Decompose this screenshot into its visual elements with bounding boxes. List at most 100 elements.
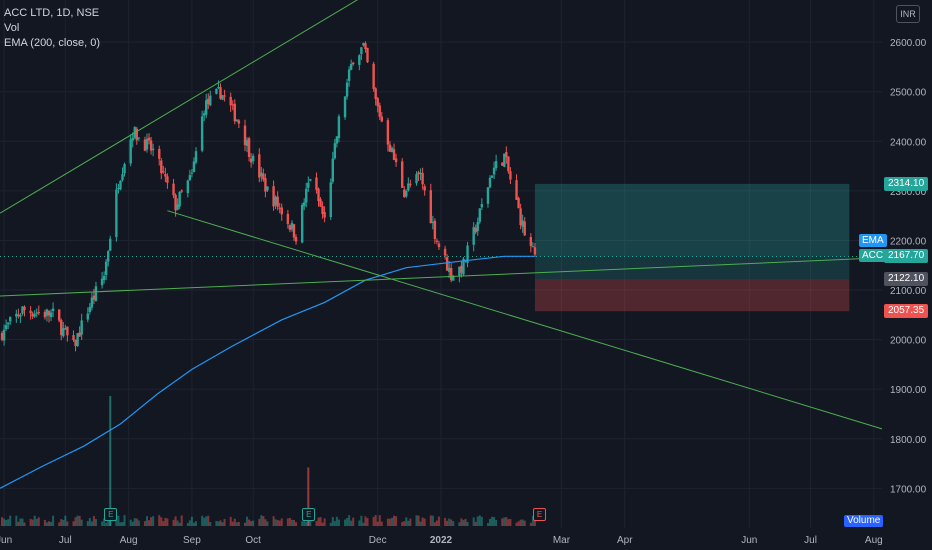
volume-bar bbox=[480, 516, 483, 526]
candle-body bbox=[229, 96, 232, 106]
volume-bar bbox=[23, 522, 26, 526]
candle-body bbox=[51, 308, 55, 311]
candle-body bbox=[521, 220, 524, 227]
candle-body bbox=[347, 69, 351, 81]
price-tick-label: 2400.00 bbox=[890, 137, 927, 148]
candle-body bbox=[390, 147, 394, 153]
volume-bar bbox=[76, 515, 79, 526]
volume-bar bbox=[529, 522, 532, 526]
volume-bar bbox=[337, 519, 340, 526]
volume-bar bbox=[7, 519, 10, 526]
volume-bar bbox=[395, 516, 398, 526]
volume-bar bbox=[190, 516, 193, 526]
candle-body bbox=[88, 306, 92, 313]
volume-bar bbox=[376, 521, 379, 526]
grid-lines bbox=[0, 0, 882, 528]
volume-bar bbox=[286, 518, 289, 526]
candle-body bbox=[2, 329, 6, 341]
candle-body bbox=[319, 199, 322, 207]
volume-bar bbox=[358, 520, 361, 526]
candle-body bbox=[58, 309, 61, 321]
candle-body bbox=[292, 224, 296, 238]
candle-body bbox=[243, 125, 247, 146]
volume-bar bbox=[329, 522, 332, 526]
volume-bar bbox=[123, 515, 126, 526]
candle-body bbox=[307, 182, 310, 188]
volume-bar bbox=[507, 519, 510, 526]
candle-body bbox=[72, 335, 75, 341]
candle-body bbox=[262, 173, 265, 180]
volume-indicator-label[interactable]: Vol bbox=[4, 22, 20, 34]
candle-body bbox=[433, 220, 437, 240]
volume-bar bbox=[5, 520, 8, 526]
volume-bar bbox=[160, 517, 163, 526]
candle-body bbox=[445, 257, 449, 271]
ema-200-line bbox=[0, 255, 535, 489]
volume-bar bbox=[60, 519, 63, 526]
candle-body bbox=[45, 309, 49, 316]
time-tick-label: Mar bbox=[553, 535, 571, 546]
candle-body bbox=[0, 332, 4, 340]
symbol-title[interactable]: ACC LTD, 1D, NSE bbox=[4, 7, 100, 19]
candle-body bbox=[447, 267, 451, 272]
volume-bar bbox=[335, 516, 338, 526]
target-price-tag: 2314.10 bbox=[884, 176, 929, 191]
candle-body bbox=[294, 236, 298, 242]
trendlines[interactable] bbox=[0, 0, 883, 430]
volume-bar bbox=[460, 518, 463, 526]
volume-bar bbox=[489, 519, 491, 526]
ema-indicator-label[interactable]: EMA (200, close, 0) bbox=[4, 37, 100, 49]
volume-bar bbox=[523, 520, 526, 526]
earnings-marker[interactable]: E bbox=[533, 508, 546, 521]
volume-bar bbox=[186, 522, 189, 526]
time-axis-background bbox=[0, 528, 932, 550]
candle-body bbox=[450, 268, 453, 281]
volume-bar bbox=[360, 515, 363, 526]
candle-body bbox=[17, 314, 20, 317]
time-axis[interactable]: Jun Jul Aug Sep Oct Dec 2022 Mar Apr Jun Jul Aug bbox=[0, 528, 932, 550]
candle-body bbox=[231, 104, 234, 106]
candle-body bbox=[235, 119, 239, 122]
volume-bar bbox=[378, 515, 381, 526]
candle-body bbox=[290, 222, 294, 230]
candle-body bbox=[102, 275, 106, 280]
candle-body bbox=[117, 188, 120, 190]
candle-body bbox=[403, 189, 406, 197]
candle-body bbox=[33, 314, 36, 317]
volume-bar bbox=[331, 517, 334, 526]
volume-bar bbox=[362, 522, 365, 526]
candle-body bbox=[180, 190, 183, 192]
volume-bar bbox=[321, 522, 324, 526]
volume-axis-tag: Volume bbox=[844, 515, 884, 527]
long-position-tool[interactable] bbox=[0, 183, 882, 312]
candle-body bbox=[172, 183, 175, 196]
currency-label[interactable]: INR bbox=[896, 5, 920, 23]
candle-body bbox=[472, 227, 475, 245]
candle-body bbox=[366, 47, 369, 63]
volume-bar bbox=[495, 520, 498, 526]
volume-bar bbox=[386, 518, 389, 526]
volume-bar bbox=[295, 522, 298, 526]
volume-bar bbox=[195, 521, 197, 526]
volume-bar bbox=[519, 519, 522, 526]
volume-bar bbox=[503, 517, 506, 526]
earnings-marker[interactable]: E bbox=[302, 508, 316, 521]
time-tick-label: Apr bbox=[617, 535, 633, 546]
volume-bar bbox=[272, 516, 275, 526]
candle-body bbox=[149, 140, 153, 151]
candle-body bbox=[64, 328, 67, 330]
volume-bar bbox=[401, 522, 404, 526]
volume-bar bbox=[137, 520, 140, 526]
candle-body bbox=[115, 189, 118, 238]
volume-bar bbox=[33, 515, 36, 526]
candle-body bbox=[9, 317, 12, 322]
candle-body bbox=[200, 116, 204, 151]
volume-bar bbox=[229, 516, 232, 526]
volume-bar bbox=[131, 521, 134, 526]
earnings-marker[interactable]: E bbox=[104, 508, 118, 521]
volume-bar bbox=[446, 520, 449, 526]
volume-bar bbox=[172, 519, 175, 526]
candle-body bbox=[86, 313, 89, 320]
profit-fill bbox=[534, 183, 850, 257]
